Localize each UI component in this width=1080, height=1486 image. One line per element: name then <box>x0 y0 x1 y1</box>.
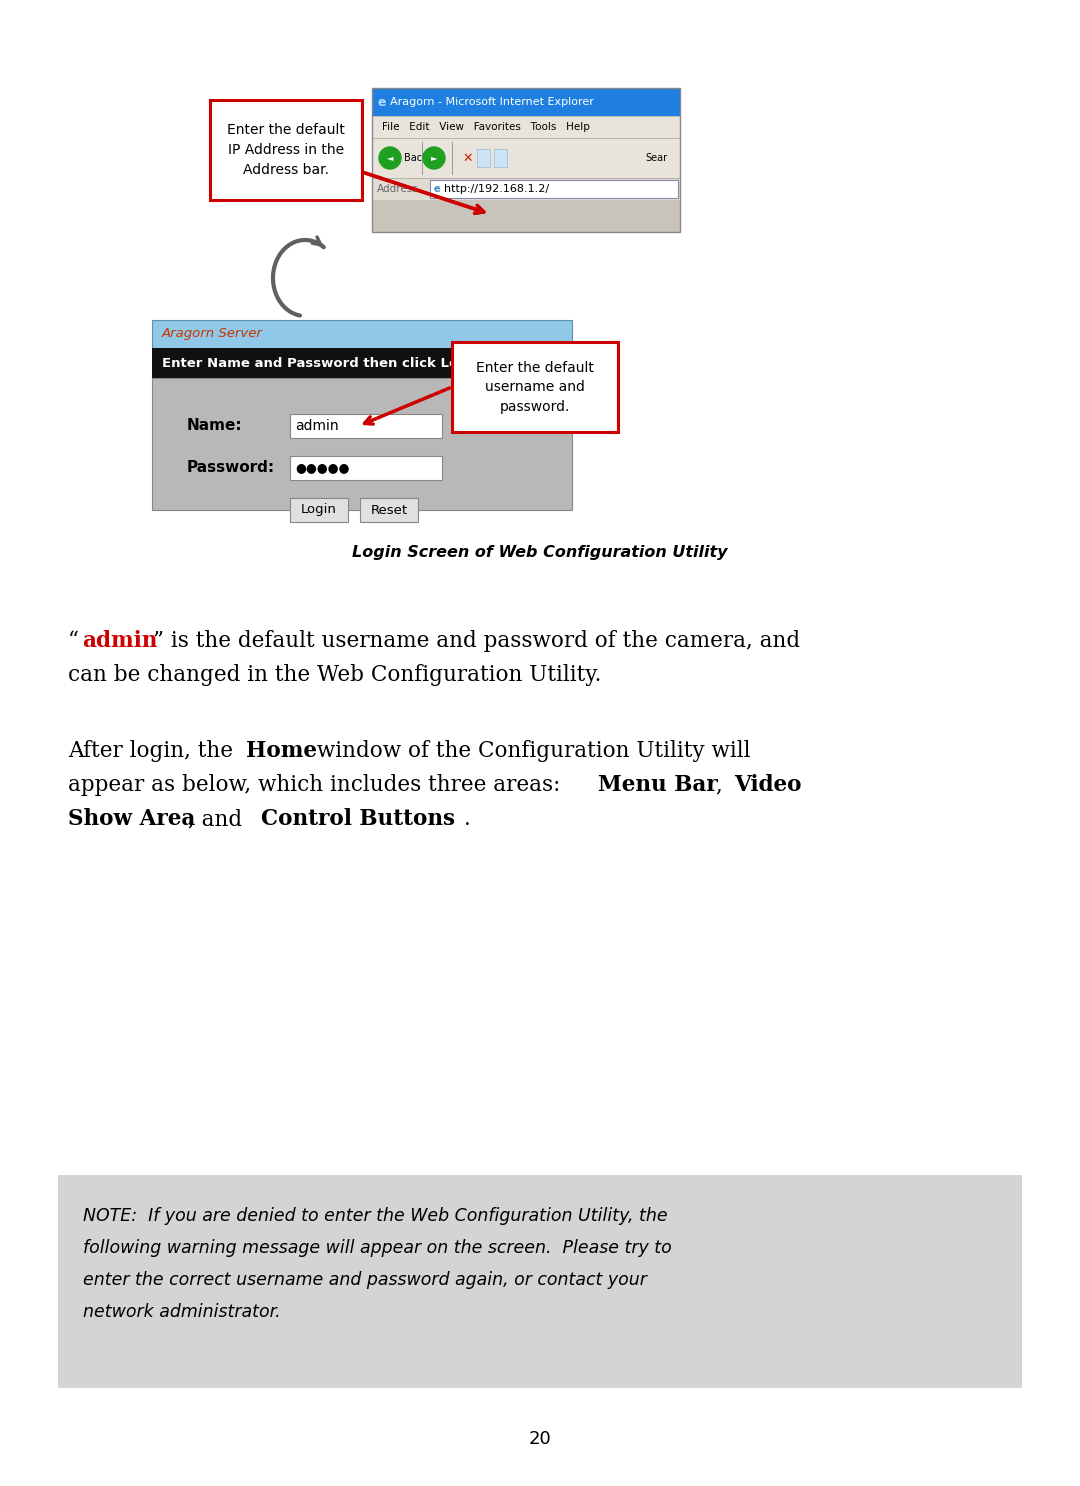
Text: ✕: ✕ <box>462 152 473 165</box>
Bar <box>372 178 680 201</box>
Text: ” is the default username and password of the camera, and: ” is the default username and password o… <box>153 630 800 652</box>
Text: Reset: Reset <box>370 504 407 517</box>
Bar <box>372 138 680 178</box>
Text: Password:: Password: <box>187 461 275 476</box>
Text: ◄: ◄ <box>387 153 393 162</box>
Text: Home: Home <box>246 740 318 762</box>
Text: window of the Configuration Utility will: window of the Configuration Utility will <box>310 740 751 762</box>
Text: ●●●●●: ●●●●● <box>295 462 349 474</box>
FancyBboxPatch shape <box>360 498 418 522</box>
Bar <box>58 1175 1022 1388</box>
Bar <box>372 88 680 232</box>
Text: e: e <box>378 95 387 108</box>
Text: ►: ► <box>431 153 437 162</box>
Text: Back: Back <box>404 153 428 163</box>
Text: enter the correct username and password again, or contact your: enter the correct username and password … <box>83 1271 647 1288</box>
Bar <box>494 149 507 166</box>
Bar <box>453 342 618 432</box>
Text: Enter the default
username and
password.: Enter the default username and password. <box>476 361 594 413</box>
Text: ▾: ▾ <box>427 153 431 162</box>
Bar <box>372 88 680 116</box>
Bar <box>210 100 362 201</box>
Text: Video: Video <box>734 774 801 796</box>
Text: Enter Name and Password then click Login.: Enter Name and Password then click Login… <box>162 357 487 370</box>
Text: NOTE:  If you are denied to enter the Web Configuration Utility, the: NOTE: If you are denied to enter the Web… <box>83 1207 667 1224</box>
Text: Menu Bar: Menu Bar <box>598 774 718 796</box>
Text: Login Screen of Web Configuration Utility: Login Screen of Web Configuration Utilit… <box>352 545 728 560</box>
Bar <box>372 116 680 138</box>
Text: Control Buttons: Control Buttons <box>261 808 455 831</box>
Text: Enter the default
IP Address in the
Address bar.: Enter the default IP Address in the Addr… <box>227 123 345 177</box>
Text: http://192.168.1.2/: http://192.168.1.2/ <box>444 184 549 195</box>
Bar <box>372 201 680 232</box>
Text: Address: Address <box>377 184 419 195</box>
Text: “: “ <box>68 630 79 652</box>
Bar <box>430 180 678 198</box>
Text: .: . <box>464 808 471 831</box>
Text: network administrator.: network administrator. <box>83 1303 281 1321</box>
Text: admin: admin <box>82 630 158 652</box>
Text: appear as below, which includes three areas:: appear as below, which includes three ar… <box>68 774 567 796</box>
Text: , and: , and <box>188 808 249 831</box>
Circle shape <box>379 147 401 169</box>
Text: can be changed in the Web Configuration Utility.: can be changed in the Web Configuration … <box>68 664 602 687</box>
Text: Name:: Name: <box>187 419 243 434</box>
Text: After login, the: After login, the <box>68 740 240 762</box>
Text: Aragorn Server: Aragorn Server <box>162 327 262 340</box>
Bar <box>152 377 572 510</box>
Bar <box>152 319 572 348</box>
Bar <box>477 149 490 166</box>
Bar <box>291 456 442 480</box>
FancyBboxPatch shape <box>291 498 348 522</box>
Text: following warning message will appear on the screen.  Please try to: following warning message will appear on… <box>83 1239 672 1257</box>
Bar <box>291 415 442 438</box>
Text: ,: , <box>716 774 730 796</box>
Text: Login: Login <box>301 504 337 517</box>
Text: e: e <box>434 184 441 195</box>
Circle shape <box>423 147 445 169</box>
Text: File   Edit   View   Favorites   Tools   Help: File Edit View Favorites Tools Help <box>382 122 590 132</box>
Text: Sear: Sear <box>645 153 667 163</box>
Bar <box>152 348 572 377</box>
Text: admin: admin <box>295 419 339 432</box>
Text: 20: 20 <box>528 1430 552 1447</box>
Text: Aragorn - Microsoft Internet Explorer: Aragorn - Microsoft Internet Explorer <box>390 97 594 107</box>
Text: Show Area: Show Area <box>68 808 195 831</box>
